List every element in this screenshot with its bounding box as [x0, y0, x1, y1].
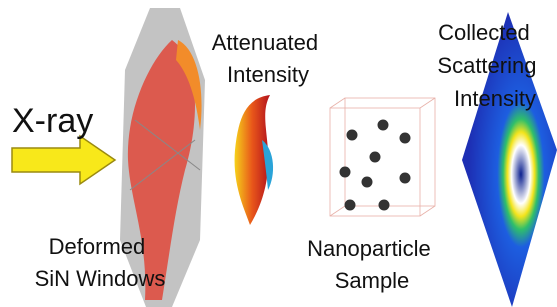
diagram: X-ray Attenuated Intensity Collected Sca… [0, 0, 557, 307]
label-line: Nanoparticle [307, 236, 431, 261]
collected-label: Collected Scattering Intensity [437, 20, 542, 111]
label-line: Intensity [454, 86, 536, 111]
nanoparticles [340, 120, 410, 210]
label-line: Sample [335, 268, 410, 293]
sample-label: Nanoparticle Sample [307, 236, 437, 293]
sample-cube [330, 98, 435, 216]
label-line: Attenuated [212, 30, 318, 55]
label-line: SiN Windows [35, 266, 166, 291]
label-line: Deformed [49, 234, 146, 259]
xray-arrow [12, 136, 115, 184]
xray-label: X-ray [12, 102, 93, 140]
label-line: Scattering [437, 53, 536, 78]
label-line: Collected [438, 20, 530, 45]
attenuated-label: Attenuated Intensity [212, 30, 325, 87]
label-line: Intensity [227, 62, 309, 87]
sin-windows [120, 8, 205, 307]
